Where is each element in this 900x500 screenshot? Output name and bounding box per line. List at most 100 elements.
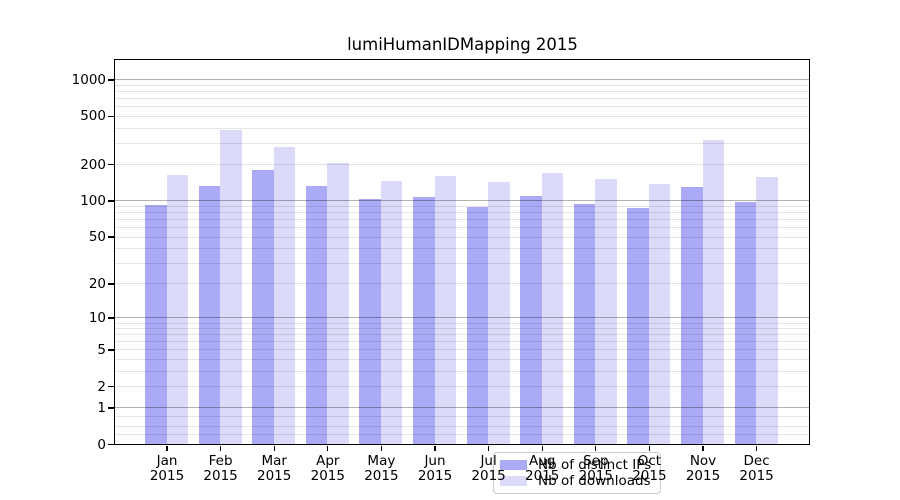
y-axis-tick — [107, 164, 114, 166]
gridline-minor — [115, 334, 809, 336]
x-tick-year: 2015 — [149, 467, 185, 484]
x-axis-tick — [434, 446, 436, 451]
x-tick-month: Jul — [480, 453, 497, 469]
bar-downloads-sep — [595, 179, 617, 444]
chart-title: lumiHumanIDMapping 2015 — [347, 35, 578, 54]
x-axis-tick — [648, 446, 651, 451]
gridline-minor — [115, 359, 809, 361]
bar-distinct-ips-jan — [145, 204, 167, 444]
y-axis-tick-label: 0 — [97, 436, 106, 453]
legend-swatch-downloads — [500, 476, 527, 487]
x-axis-tick-label: Jul 2015 — [449, 454, 529, 483]
gridline-minor — [115, 434, 809, 436]
x-axis-tick — [220, 446, 222, 451]
x-axis-tick-label: Jan 2015 — [127, 454, 207, 483]
y-axis-tick-label: 1 — [97, 399, 106, 416]
gridline-minor — [115, 98, 809, 100]
gridline-minor — [115, 328, 809, 330]
bar-distinct-ips-oct — [627, 208, 649, 444]
gridline-minor — [115, 85, 809, 86]
bar-downloads-oct — [648, 184, 671, 444]
bar-distinct-ips-apr — [305, 185, 328, 444]
x-tick-month: Mar — [261, 453, 287, 469]
x-axis-tick — [756, 446, 758, 451]
x-tick-year: 2015 — [310, 467, 345, 484]
y-axis-tick — [107, 200, 114, 202]
x-axis-tick-label: Nov 2015 — [663, 454, 743, 483]
x-axis-tick — [380, 446, 383, 451]
plot-inner — [115, 60, 809, 444]
gridline-minor — [115, 416, 809, 417]
y-axis-tick-label: 5 — [97, 341, 106, 358]
x-tick-year: 2015 — [739, 467, 774, 484]
bar-distinct-ips-jun — [413, 196, 435, 444]
y-axis-tick — [107, 115, 114, 118]
gridline-major — [115, 200, 809, 202]
legend-swatch-distinct-ips — [500, 459, 527, 470]
bar-downloads-aug — [541, 172, 564, 444]
bar-downloads-jul — [488, 182, 510, 444]
gridline-minor — [115, 164, 809, 166]
x-tick-year: 2015 — [471, 467, 506, 484]
bar-distinct-ips-jul — [466, 206, 489, 444]
y-axis-tick — [107, 79, 114, 81]
gridline-minor — [115, 91, 809, 93]
x-tick-year: 2015 — [364, 467, 399, 484]
y-axis-tick-label: 2 — [97, 378, 106, 395]
bar-distinct-ips-aug — [520, 196, 542, 444]
y-axis-tick — [107, 407, 114, 409]
x-axis-tick-label: Aug 2015 — [502, 454, 582, 483]
legend-label-distinct-ips: Nb of distinct IPs — [538, 456, 652, 473]
x-tick-year: 2015 — [632, 467, 667, 484]
x-tick-month: May — [367, 453, 396, 469]
y-axis-tick-label: 200 — [80, 156, 106, 173]
y-axis-tick — [107, 385, 114, 388]
x-tick-month: Feb — [208, 453, 233, 469]
bar-distinct-ips-dec — [734, 202, 757, 444]
gridline-major — [115, 407, 809, 409]
bar-downloads-jun — [434, 176, 456, 444]
y-axis-tick — [107, 283, 114, 285]
y-axis-tick — [107, 443, 114, 446]
bar-downloads-dec — [756, 176, 778, 444]
x-tick-year: 2015 — [203, 467, 238, 484]
x-tick-month: Nov — [689, 453, 717, 469]
x-tick-year: 2015 — [417, 467, 453, 484]
gridline-minor — [115, 248, 809, 250]
x-tick-month: Sep — [583, 453, 609, 469]
bar-distinct-ips-mar — [252, 169, 274, 444]
legend-item-downloads: Nb of downloads — [500, 473, 654, 489]
x-axis-tick — [488, 446, 490, 451]
bar-downloads-may — [380, 181, 403, 444]
gridline-minor — [115, 227, 809, 229]
x-axis-tick — [273, 446, 275, 451]
x-axis-tick — [327, 446, 329, 451]
legend-item-distinct-ips: Nb of distinct IPs — [500, 457, 654, 473]
y-axis-tick-label: 1000 — [71, 71, 106, 88]
gridline-minor — [115, 219, 809, 221]
gridline-major — [115, 79, 809, 81]
y-axis-tick — [107, 236, 114, 238]
legend-label-downloads: Nb of downloads — [538, 473, 651, 490]
y-axis-tick-label: 100 — [80, 192, 106, 209]
x-axis-tick-label: Oct 2015 — [609, 454, 689, 483]
gridline-minor — [115, 142, 809, 144]
y-axis-tick-label: 500 — [80, 108, 106, 125]
bar-downloads-jan — [166, 174, 188, 444]
x-tick-month: Dec — [743, 453, 770, 469]
plot-area: Nb of distinct IPs Nb of downloads — [114, 59, 810, 494]
gridline-major — [115, 317, 809, 319]
gridline-minor — [115, 349, 809, 351]
y-axis-tick — [107, 317, 114, 319]
gridline-minor — [115, 370, 809, 372]
bar-downloads-apr — [327, 162, 349, 444]
y-axis-tick — [107, 349, 114, 351]
gridline-minor — [115, 426, 809, 428]
x-tick-month: Aug — [529, 453, 556, 469]
gridline-minor — [115, 212, 809, 214]
y-axis-tick-label: 50 — [88, 229, 106, 246]
bar-downloads-nov — [702, 140, 724, 444]
x-axis-tick-label: Jun 2015 — [395, 454, 475, 483]
x-tick-month: Oct — [637, 453, 662, 469]
legend: Nb of distinct IPs Nb of downloads — [493, 452, 661, 494]
